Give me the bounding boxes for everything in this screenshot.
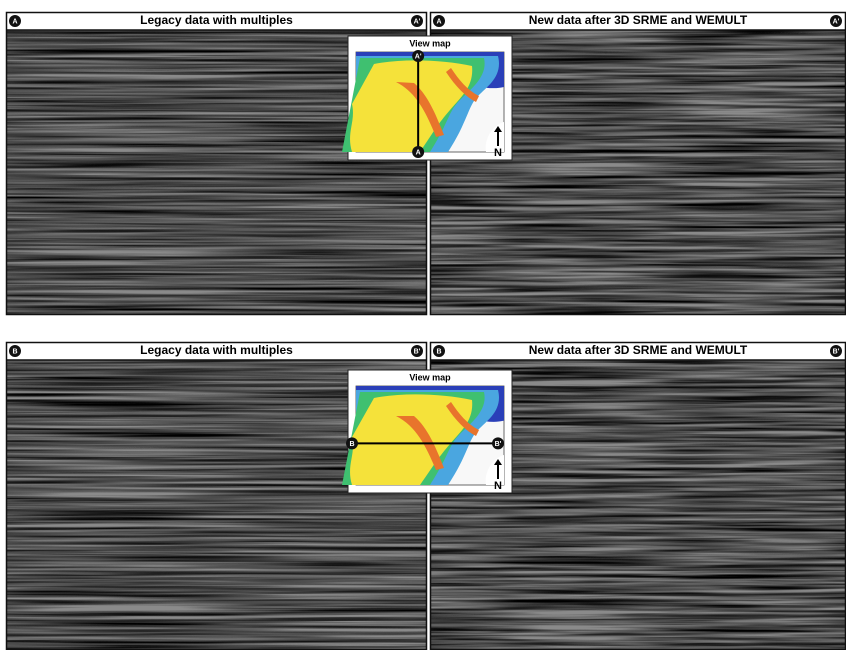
marker-dot [492,437,504,450]
north-arrow-head [494,459,502,465]
header-bar [6,342,427,360]
marker-label: B' [833,348,840,355]
panel-title: Legacy data with multiples [140,13,293,27]
panel-title: New data after 3D SRME and WEMULT [529,13,748,27]
marker-dot [412,146,425,158]
marker-label: B [436,348,441,355]
marker-label: B' [414,348,421,355]
map-yellow [350,60,473,152]
map-yellow [350,394,473,485]
marker-label: A' [415,53,422,60]
marker-dot [433,15,445,27]
header-bar [6,12,427,30]
marker-dot [346,437,358,450]
header-bar [430,12,846,30]
marker-dot [830,15,842,27]
map-orange [396,402,479,470]
map-orange [396,68,479,137]
panel-border [5,11,428,316]
marker-label: A' [414,18,421,25]
marker-label: B' [495,441,502,448]
marker-dot [433,345,445,357]
marker-label: B [12,348,17,355]
north-label: N [494,147,502,159]
marker-dot [411,15,423,27]
north-label: N [494,480,502,492]
inset-title: View map [409,372,451,382]
panel-title: Legacy data with multiples [140,343,293,357]
marker-dot [9,345,21,357]
marker-dot [411,345,423,357]
marker-dot [412,50,425,62]
inset-title: View map [409,38,451,48]
north-arrow-head [494,126,502,132]
marker-label: A' [833,18,840,25]
marker-label: A [12,18,17,25]
marker-dot [9,15,21,27]
header-bar [430,342,846,360]
marker-label: A [436,18,441,25]
marker-label: B [349,441,354,448]
marker-label: A [416,149,421,156]
panel-title: New data after 3D SRME and WEMULT [529,343,748,357]
marker-dot [830,345,842,357]
